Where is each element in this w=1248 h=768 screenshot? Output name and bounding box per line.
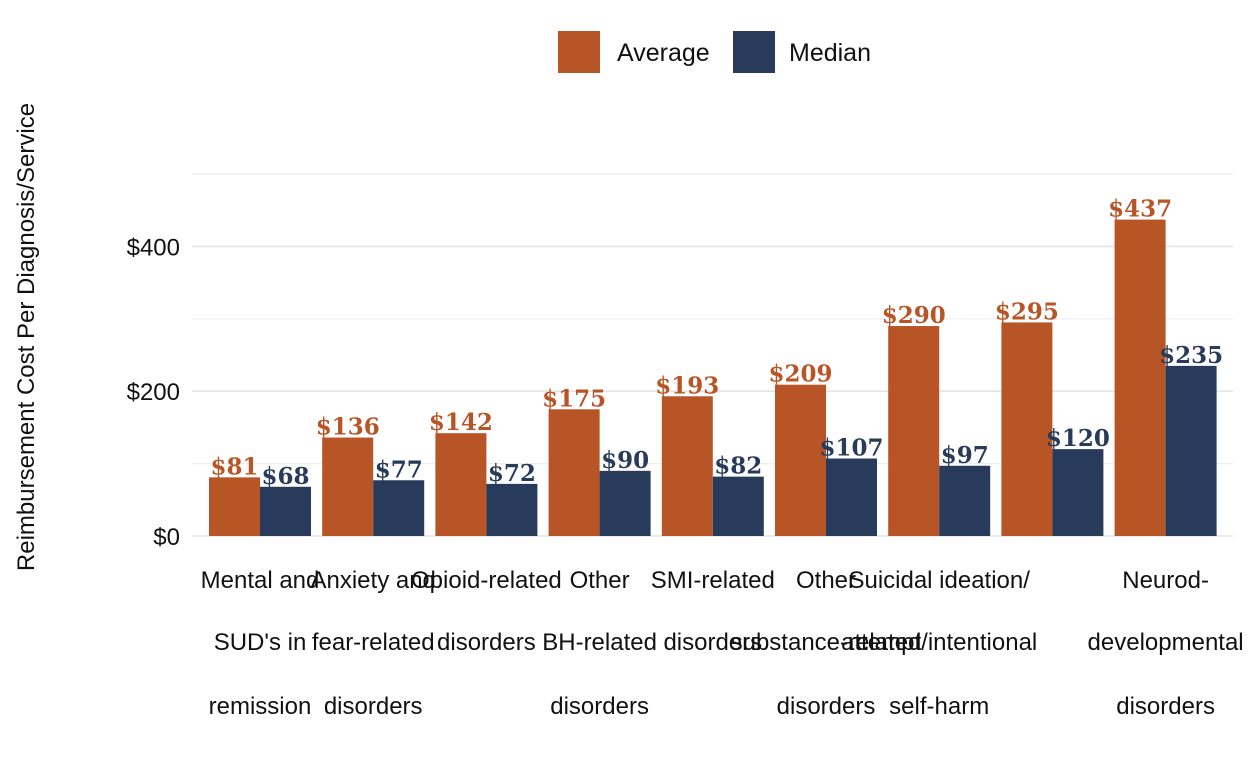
x-category-label: SMI-related [651,567,775,594]
x-category-label: disorders [663,629,762,656]
bar-median [1165,365,1217,536]
bar-average [548,409,600,536]
y-tick-label: $400 [127,234,180,261]
x-category-label: Mental and [201,567,320,594]
y-tick-label: $0 [153,524,180,551]
data-label-median: $235 [1159,342,1223,369]
data-label-average: $209 [768,361,832,388]
data-label-average: $175 [542,385,606,412]
x-category-label: SUD's in [214,629,307,656]
x-category-label: disorders [1116,693,1215,720]
legend-label-average: Average [617,39,710,67]
bar-average [775,384,826,536]
y-axis-ticks: $0 $200 $400 [127,234,180,551]
data-label-median: $107 [819,435,883,462]
bar-median [826,458,877,536]
x-category-label: disorders [550,693,649,720]
bar-median [599,470,651,536]
x-category-label: Anxiety and [310,567,435,594]
data-label-average: $295 [995,298,1059,325]
legend-swatch-median [733,31,775,73]
data-label-median: $82 [714,453,762,480]
x-category-label: disorders [777,693,876,720]
legend: Average Median [558,31,871,73]
bar-median [373,480,425,536]
y-axis-title: Reimbursement Cost Per Diagnosis/Service [13,103,40,571]
x-category-label: developmental [1088,629,1244,656]
bar-average [209,477,260,536]
legend-label-median: Median [789,39,871,67]
x-category-label: Other [570,567,630,594]
data-label-average: $142 [429,409,493,436]
x-axis-category-labels: Mental and SUD's in remission Anxiety and fe… [201,567,1244,720]
x-category-label: fear-related [312,629,435,656]
x-category-label: BH-related [542,629,657,656]
bar-average [1114,219,1166,536]
bar-median [260,486,311,536]
y-tick-label: $200 [127,379,180,406]
x-category-label: Other [796,567,856,594]
bar-average [322,437,374,536]
data-label-average: $136 [316,414,380,441]
data-label-average: $193 [655,372,719,399]
bar-median [486,483,538,536]
x-category-label: self-harm [889,693,989,720]
bars [209,219,1217,536]
data-label-median: $120 [1046,425,1110,452]
bar-average [435,433,487,536]
bar-average [1001,322,1053,536]
data-label-average: $290 [882,302,946,329]
x-category-label: Neurod- [1122,567,1209,594]
x-category-label: Opioid-related [411,567,562,594]
data-label-median: $97 [941,442,989,469]
data-label-median: $77 [375,456,423,483]
x-category-label: Suicidal ideation/ [848,567,1030,594]
data-labels: $81 $136 $142 $175 $193 $209 $290 $295 $437 $68 $7… [210,196,1223,490]
data-label-average: $81 [210,453,258,480]
bar-average [888,326,940,536]
x-category-label: disorders [437,629,536,656]
data-label-median: $68 [261,463,309,490]
bar-median [1052,449,1104,536]
bar-average [661,396,713,536]
bar-median [939,465,991,536]
x-category-label: substance-related [731,629,922,656]
bar-median [712,476,764,536]
data-label-median: $72 [488,460,536,487]
x-category-label: disorders [324,693,423,720]
x-category-label: attempt/intentional [841,629,1037,656]
x-category-label: remission [209,693,312,720]
data-label-median: $90 [601,447,649,474]
data-label-average: $437 [1108,196,1172,223]
legend-swatch-average [558,31,600,73]
